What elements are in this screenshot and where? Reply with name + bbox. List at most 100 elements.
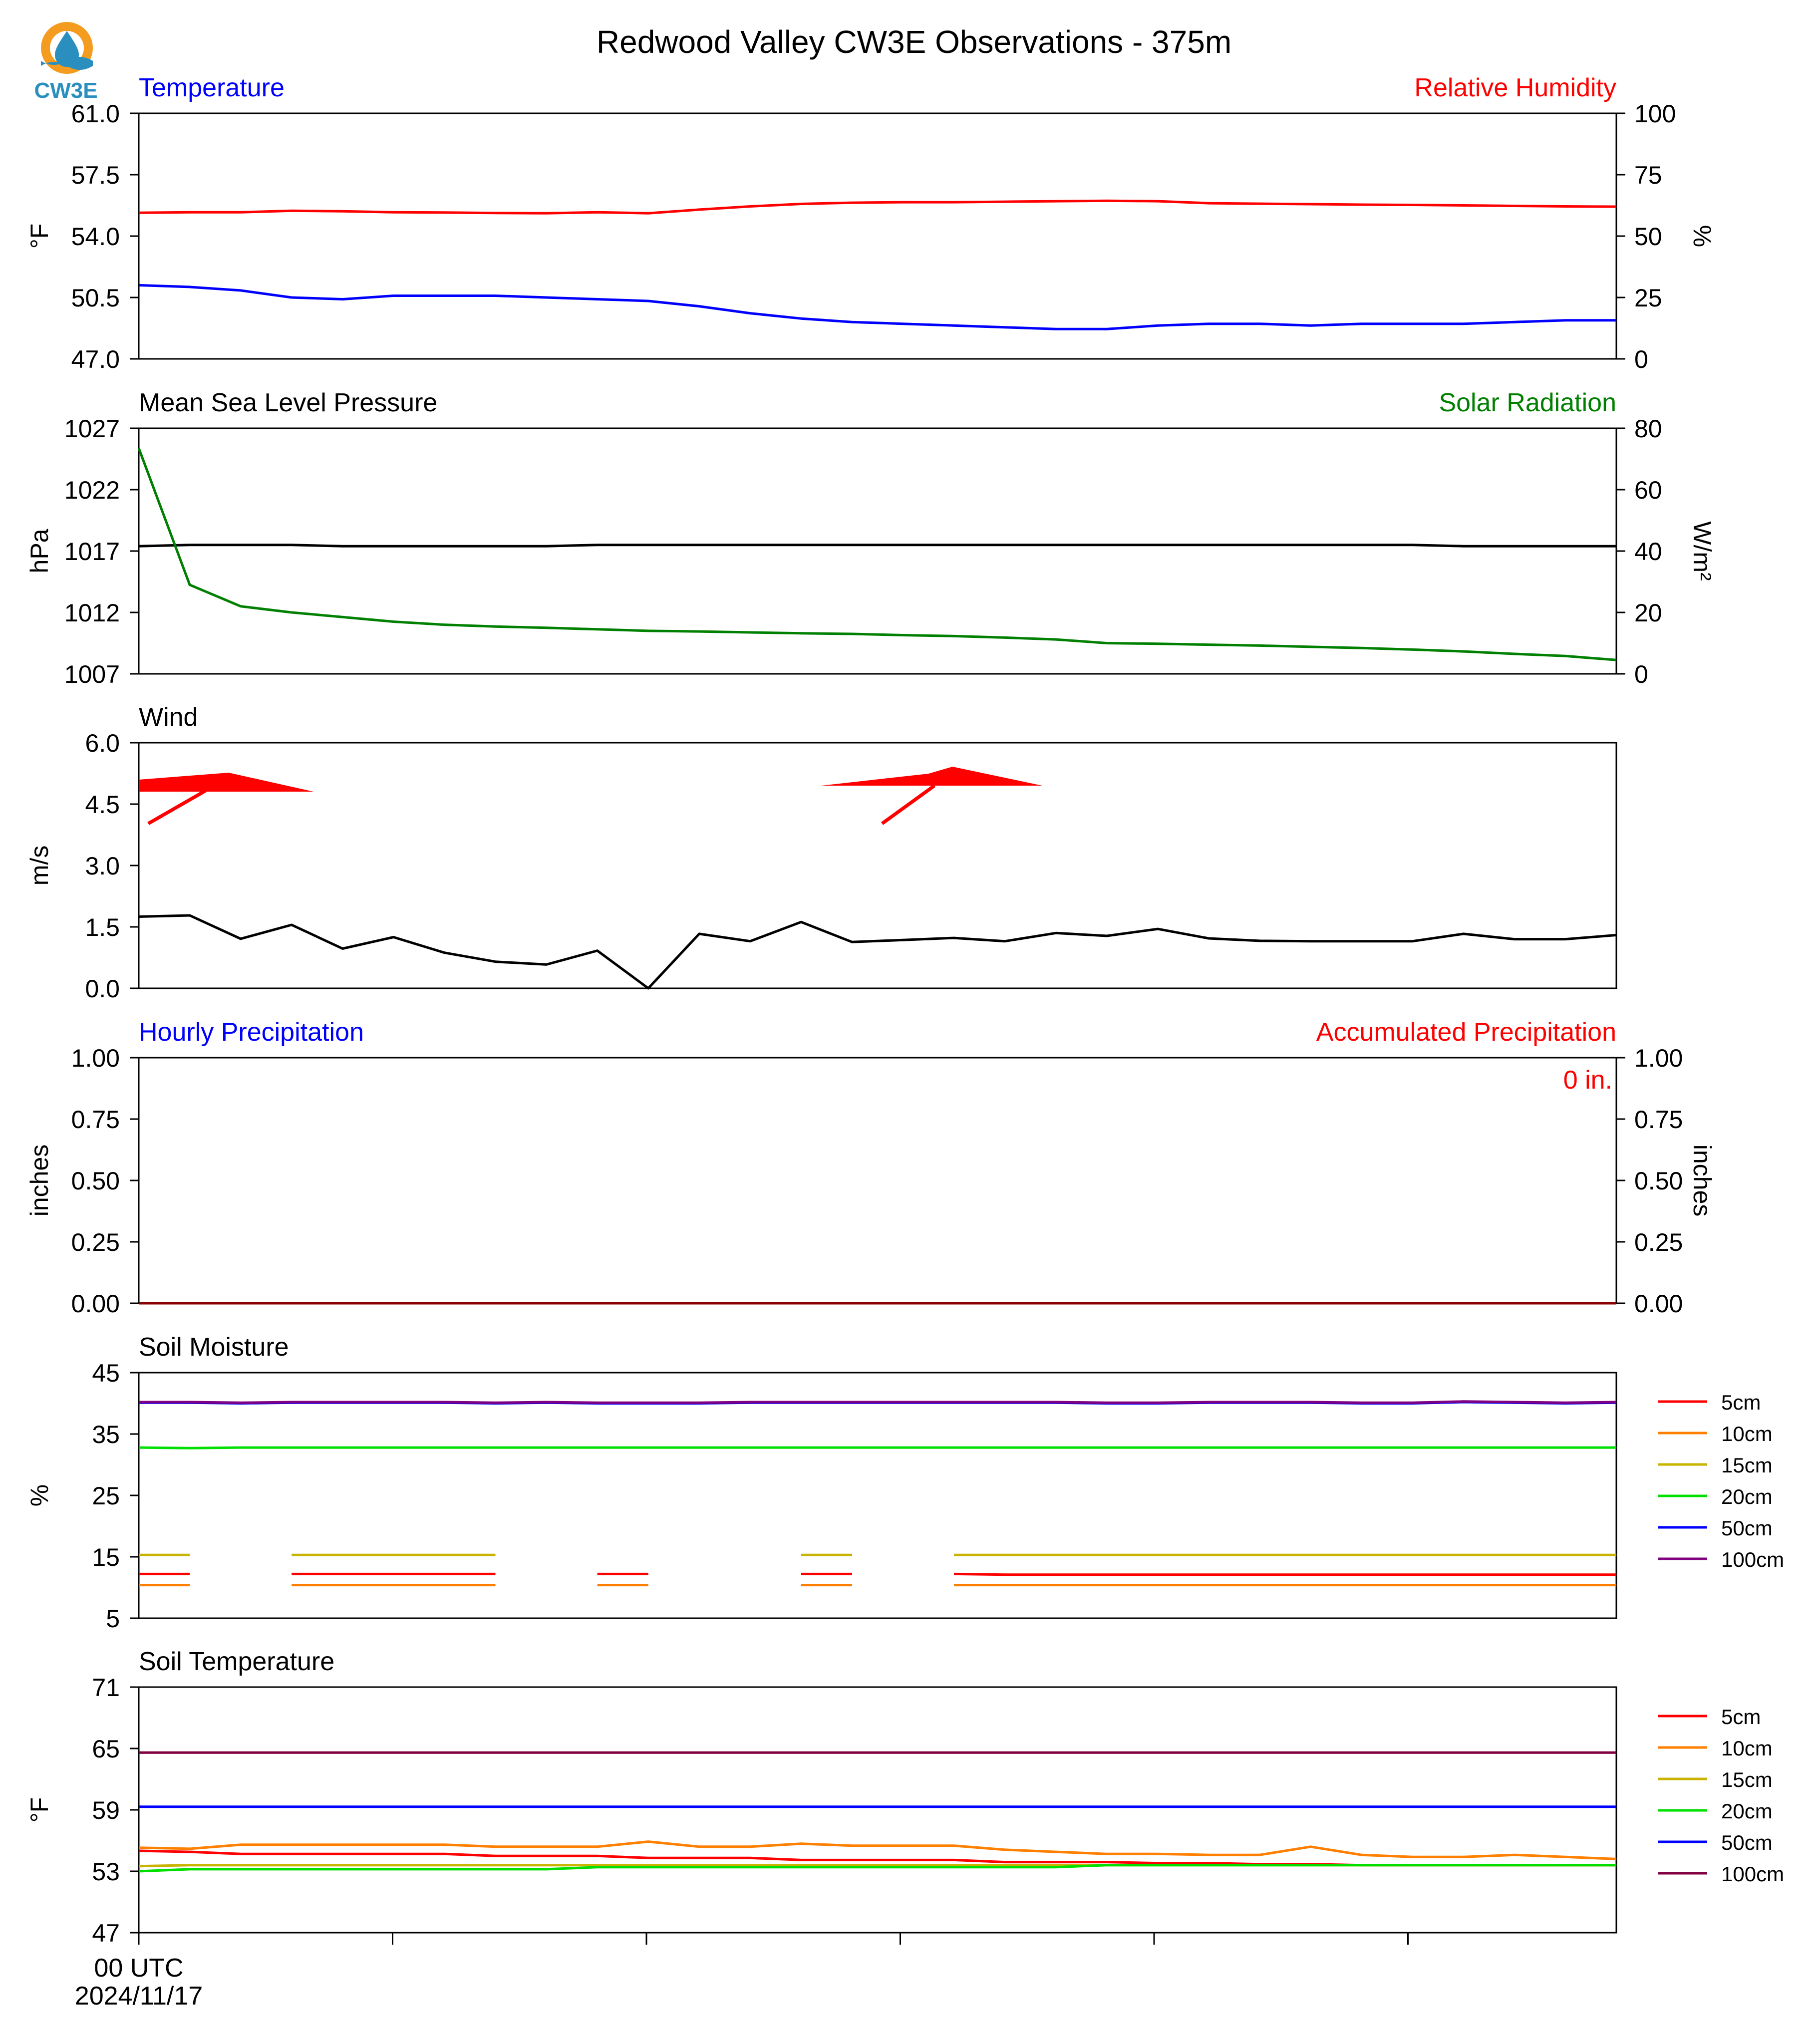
y-right-tick-label: 0.75 (1634, 1106, 1683, 1134)
panel-title-left: Temperature (139, 73, 285, 102)
y-tick-label: 59 (92, 1796, 120, 1824)
panel-title-left: Wind (139, 703, 198, 732)
wind-barb-flag (821, 767, 1042, 786)
y-right-tick-label: 60 (1634, 476, 1662, 504)
y-axis-label: m/s (25, 846, 53, 886)
y-right-tick-label: 0.50 (1634, 1167, 1683, 1195)
y-right-axis-label: % (1688, 225, 1716, 247)
y-tick-label: 35 (92, 1421, 120, 1449)
logo-wave-icon (41, 57, 93, 70)
panel-title-right: Solar Radiation (1439, 388, 1616, 417)
panel-title-left: Hourly Precipitation (139, 1018, 364, 1047)
series-line-right (137, 448, 1617, 661)
y-right-tick-label: 0.25 (1634, 1228, 1683, 1256)
y-tick-label: 1022 (64, 476, 120, 504)
x-label-date: 2024/11/17 (75, 1982, 203, 2011)
y-tick-label: 1027 (64, 415, 120, 443)
panel-2: 0.0 1.5 3.0 4.5 6.0 m/s Wind (25, 703, 1617, 1003)
panel-title-left: Soil Moisture (139, 1333, 289, 1362)
wind-barb-flag (139, 773, 313, 792)
y-tick-label: 47 (92, 1919, 120, 1947)
series-line-right (138, 199, 1617, 215)
y-axis-label: °F (25, 1797, 53, 1823)
legend-label: 20cm (1721, 1485, 1773, 1508)
y-right-tick-label: 25 (1634, 284, 1662, 312)
y-tick-label: 6.0 (85, 729, 120, 757)
y-tick-label: 0.50 (71, 1167, 120, 1195)
y-axis-label: inches (25, 1145, 53, 1217)
panel-title-left: Mean Sea Level Pressure (139, 388, 437, 417)
legend-label: 20cm (1721, 1799, 1773, 1823)
y-tick-label: 50.5 (71, 284, 120, 312)
logo-text: CW3E (34, 78, 97, 103)
accumulated-annotation: 0 in. (1563, 1066, 1612, 1095)
y-tick-label: 71 (92, 1674, 120, 1702)
wind-barb-staff (147, 789, 207, 826)
y-tick-label: 1.5 (85, 913, 120, 941)
figure-title: Redwood Valley CW3E Observations - 375m (597, 24, 1231, 60)
y-right-tick-label: 80 (1634, 415, 1662, 443)
plot-frame (138, 1686, 1617, 1934)
panel-title-right: Relative Humidity (1414, 73, 1616, 102)
y-right-tick-label: 0 (1634, 660, 1648, 688)
series-line-left (138, 284, 1616, 330)
panel-title-right: Accumulated Precipitation (1316, 1018, 1616, 1047)
cw3e-logo: CW3E (34, 22, 98, 103)
series-line-20cm (138, 1864, 1616, 1873)
panel-4: 5 15 25 35 45% Soil Moisture 5cm 10cm 15cm 20cm 50… (25, 1333, 1784, 1633)
y-tick-label: 15 (92, 1543, 120, 1571)
y-right-axis-label: inches (1688, 1145, 1716, 1217)
y-tick-label: 0.75 (71, 1106, 120, 1134)
x-label-time: 00 UTC (94, 1954, 183, 1983)
y-right-tick-label: 75 (1634, 161, 1662, 189)
legend-label: 15cm (1721, 1453, 1773, 1477)
series-line-5cm (138, 1849, 1616, 1867)
panel-5: 47 53 59 65 71 °F Soil Temperature 5cm 10cm 15cm 2… (25, 1647, 1784, 1947)
series-line-100cm (139, 1400, 1617, 1404)
panel-title-left: Soil Temperature (139, 1647, 334, 1676)
y-tick-label: 1.00 (71, 1044, 120, 1072)
series-line-10cm (138, 1840, 1617, 1860)
y-axis-label: % (25, 1484, 53, 1506)
legend-label: 15cm (1721, 1768, 1773, 1791)
panel-1: 1007 1012 1017 1022 1027 0 20 40 60 80 hPa W/m² Mean… (25, 388, 1716, 688)
y-tick-label: 1007 (64, 660, 120, 688)
y-right-tick-label: 0.00 (1634, 1290, 1683, 1318)
legend-label: 50cm (1721, 1831, 1773, 1854)
y-tick-label: 5 (106, 1605, 120, 1633)
series-line-left (138, 914, 1617, 990)
logo-drop-icon (55, 31, 79, 67)
y-right-tick-label: 0 (1634, 345, 1648, 373)
y-axis-label: °F (25, 224, 53, 249)
panel-3: 0.00 0.25 0.50 0.75 1.00 0.00 0.25 0.50 0.75 1.00… (25, 1018, 1716, 1318)
y-tick-label: 54.0 (71, 223, 120, 251)
plot-frame (138, 1372, 1617, 1619)
legend-label: 50cm (1721, 1516, 1773, 1540)
y-right-tick-label: 40 (1634, 538, 1662, 566)
y-tick-label: 47.0 (71, 345, 120, 373)
y-tick-label: 1012 (64, 599, 120, 627)
y-tick-label: 0.25 (71, 1228, 120, 1256)
panel-0: 47.0 50.5 54.0 57.5 61.0 0 25 50 75 100 °F % Tempera… (25, 73, 1716, 373)
y-right-tick-label: 1.00 (1634, 1044, 1683, 1072)
y-tick-label: 61.0 (71, 100, 120, 128)
series-line-left (138, 544, 1616, 548)
y-tick-label: 53 (92, 1858, 120, 1886)
y-tick-label: 0.00 (71, 1290, 120, 1318)
legend-label: 100cm (1721, 1862, 1784, 1886)
plot-frame (138, 427, 1617, 675)
y-right-tick-label: 20 (1634, 599, 1662, 627)
legend-label: 10cm (1721, 1737, 1773, 1760)
wind-barb-staff (881, 784, 936, 825)
legend-label: 5cm (1721, 1391, 1761, 1414)
y-tick-label: 57.5 (71, 161, 120, 189)
legend-label: 5cm (1721, 1705, 1761, 1729)
legend-label: 100cm (1721, 1548, 1784, 1571)
y-tick-label: 25 (92, 1482, 120, 1510)
y-tick-label: 1017 (64, 538, 120, 566)
y-right-axis-label: W/m² (1688, 521, 1716, 580)
y-tick-label: 3.0 (85, 852, 120, 880)
plot-frame (138, 1057, 1617, 1304)
